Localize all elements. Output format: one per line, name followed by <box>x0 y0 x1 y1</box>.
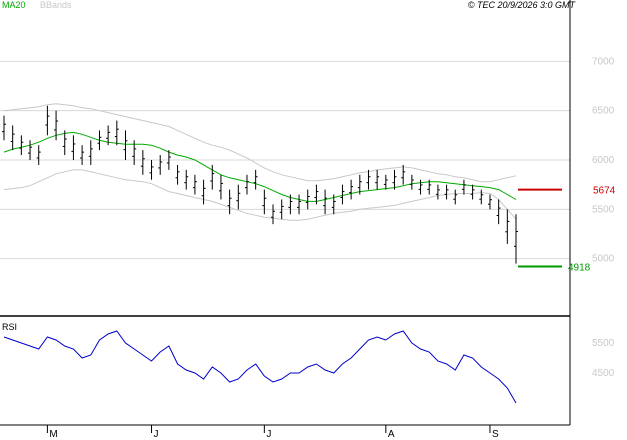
ohlc-bar <box>10 125 15 151</box>
ohlc-bar <box>505 209 510 244</box>
ohlc-bar <box>279 199 284 220</box>
month-label: S <box>492 429 499 440</box>
ohlc-bar <box>106 125 111 146</box>
ohlc-bar <box>158 155 163 175</box>
ohlc-bar <box>2 115 6 141</box>
ohlc-bar <box>349 179 354 200</box>
rsi-path <box>3 330 517 404</box>
month-label: J <box>266 429 271 440</box>
ohlc-bar <box>487 194 492 210</box>
rsi-tick-label: 5500 <box>592 338 615 349</box>
y-tick-label: 5500 <box>592 204 615 215</box>
ohlc-bar <box>88 140 93 165</box>
ohlc-bar <box>453 189 458 205</box>
ohlc-bar <box>514 214 518 264</box>
ohlc-bar <box>271 204 276 225</box>
ohlc-bar <box>192 174 197 195</box>
y-tick-label: 6000 <box>592 155 615 166</box>
ohlc-bar <box>496 199 501 225</box>
ohlc-bar <box>470 184 475 200</box>
legend-bbands: BBands <box>40 0 72 10</box>
month-label: A <box>388 429 395 440</box>
ohlc-bar <box>444 184 449 200</box>
bband-upper <box>3 103 517 183</box>
y-tick-label: 7000 <box>592 56 615 67</box>
ohlc-bar <box>401 164 406 185</box>
ohlc-bar <box>383 174 388 190</box>
ohlc-bar <box>19 135 24 156</box>
month-label: M <box>49 429 57 440</box>
ohlc-bar <box>479 189 484 205</box>
ohlc-bar <box>175 164 180 185</box>
y-axis-ticks: 7000 6500 6000 5500 5000 5500 4500 <box>592 56 615 379</box>
ohlc-bar <box>297 194 302 215</box>
resistance-label: 5674 <box>593 186 616 197</box>
ohlc-bar <box>140 150 145 175</box>
ohlc-bar <box>80 145 85 165</box>
legend-ma20: MA20 <box>2 0 26 10</box>
ohlc-bar <box>210 164 215 190</box>
ohlc-bar <box>340 184 345 205</box>
ohlc-bar <box>357 174 362 195</box>
support-resistance-levels: 5674 4918 <box>518 186 616 274</box>
support-label: 4918 <box>568 263 591 274</box>
ohlc-bar <box>427 179 432 195</box>
ohlc-bar <box>366 169 371 190</box>
bband-lower <box>3 169 517 221</box>
ma20-line <box>3 131 517 202</box>
rsi-panel-label: RSI <box>2 322 17 332</box>
ohlc-bar <box>314 184 319 205</box>
ohlc-bar <box>201 179 206 205</box>
ohlc-bar <box>114 120 119 146</box>
ohlc-bar <box>262 189 267 215</box>
ohlc-bar <box>36 145 41 165</box>
ohlc-bar <box>323 189 328 215</box>
ohlc-bar <box>97 130 102 151</box>
ohlc-bar <box>45 105 50 136</box>
ohlc-bar <box>418 179 423 195</box>
ohlc-bar <box>71 135 76 160</box>
ohlc-bar <box>227 189 232 215</box>
ohlc-bar <box>132 140 137 165</box>
copyright-text: © TEC 20/9/2026 3:0 GMT <box>468 0 577 10</box>
ohlc-bar <box>305 189 310 210</box>
price-bars <box>2 105 518 264</box>
ohlc-bar <box>218 174 223 200</box>
ohlc-bar <box>392 169 397 190</box>
ohlc-bar <box>375 169 380 190</box>
ohlc-bar <box>331 194 336 215</box>
ohlc-bar <box>288 194 293 215</box>
ohlc-bar <box>244 174 249 195</box>
ohlc-bar <box>409 174 414 190</box>
ohlc-bar <box>54 110 59 141</box>
bollinger-bands <box>3 103 517 221</box>
price-grid <box>0 60 570 260</box>
ohlc-bar <box>149 160 154 180</box>
ohlc-bar <box>166 150 171 170</box>
month-label: J <box>154 429 159 440</box>
ohlc-bar <box>184 169 189 190</box>
ohlc-bar <box>461 179 466 195</box>
ohlc-bar <box>253 169 258 190</box>
ohlc-bar <box>435 184 440 200</box>
ma20-path <box>3 131 517 202</box>
ohlc-bar <box>62 130 67 156</box>
y-tick-label: 5000 <box>592 254 615 265</box>
y-tick-label: 6500 <box>592 106 615 117</box>
rsi-tick-label: 4500 <box>592 368 615 379</box>
ohlc-bar <box>28 140 33 160</box>
ohlc-bar <box>123 130 128 160</box>
ohlc-bar <box>236 184 241 210</box>
rsi-line <box>3 330 517 404</box>
